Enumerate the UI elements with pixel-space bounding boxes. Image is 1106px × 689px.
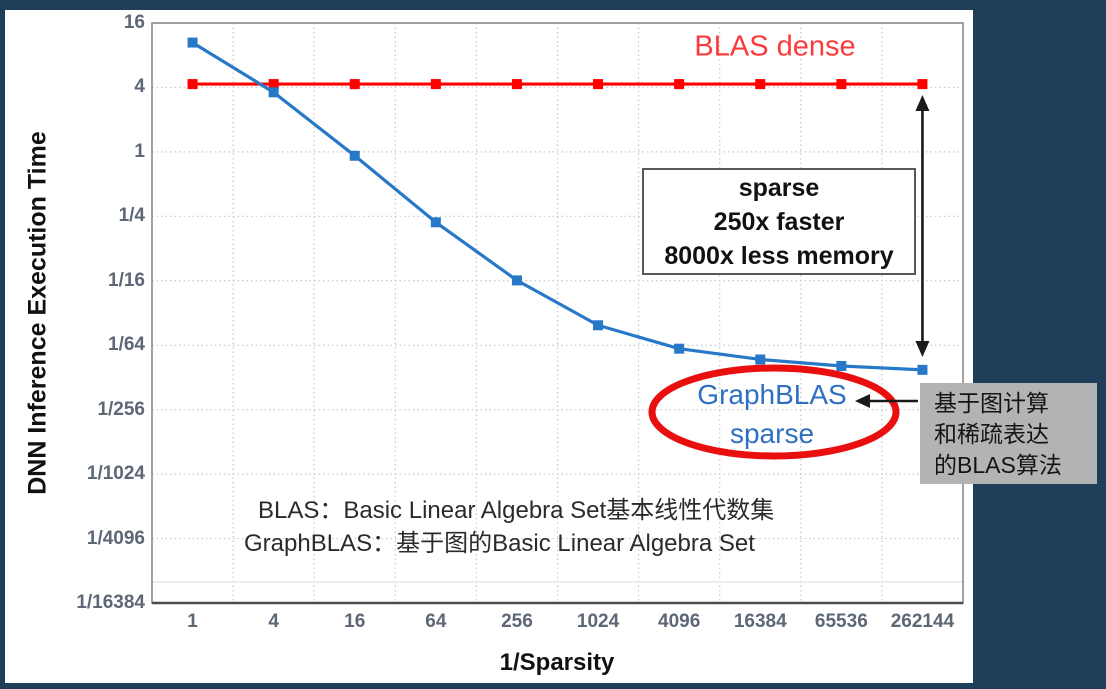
y-axis-title: DNN Inference Execution Time [23, 131, 52, 495]
chinese-callout-box: 基于图计算 和稀疏表达 的BLAS算法 [920, 383, 1097, 484]
sparse-callout-line: 8000x less memory [664, 241, 894, 270]
x-tick-label: 1 [187, 611, 198, 632]
definitions-footnote: BLAS：Basic Linear Algebra Set基本线性代数集 Gra… [244, 494, 774, 560]
x-tick-label: 262144 [890, 611, 955, 632]
y-tick-label: 1/1024 [86, 463, 145, 485]
y-tick-label: 1 [134, 140, 145, 162]
sparse-callout-line: 250x faster [713, 207, 845, 236]
x-tick-label: 16 [344, 611, 366, 632]
sparse-callout-box: sparse 250x faster 8000x less memory [642, 168, 916, 275]
y-tick-label: 1/16384 [76, 592, 145, 613]
x-tick-label: 256 [501, 611, 533, 632]
x-tick-label: 4 [268, 611, 279, 632]
x-tick-label: 64 [425, 611, 447, 632]
x-tick-label: 1024 [576, 611, 620, 632]
chinese-callout-line: 基于图计算 [934, 390, 1049, 416]
y-tick-label: 16 [123, 12, 145, 33]
footnote-line-blas: BLAS：Basic Linear Algebra Set基本线性代数集 [258, 497, 775, 524]
footnote-line-graphblas: GraphBLAS：基于图的Basic Linear Algebra Set [244, 530, 755, 557]
y-tick-label: 1/4096 [86, 527, 145, 549]
series-label-graphblas-sparse: GraphBLAS sparse [697, 375, 846, 453]
chinese-callout-line: 的BLAS算法 [934, 452, 1062, 478]
y-tick-label: 1/16 [108, 269, 145, 291]
y-tick-label: 1/256 [97, 398, 145, 420]
y-tick-label: 1/64 [108, 334, 145, 356]
graphblas-label-line: GraphBLAS [697, 379, 847, 410]
graphblas-label-line: sparse [729, 418, 815, 449]
x-tick-label: 65536 [814, 611, 868, 632]
y-tick-label: 1/4 [118, 205, 145, 227]
x-axis-title: 1/Sparsity [499, 649, 615, 676]
chart-panel [5, 10, 973, 683]
x-tick-label: 16384 [733, 611, 787, 632]
sparse-callout-line: sparse [738, 173, 820, 202]
chinese-callout-line: 和稀疏表达 [934, 421, 1049, 447]
y-tick-label: 4 [134, 76, 145, 98]
series-label-blas-dense: BLAS dense [694, 30, 856, 63]
x-tick-label: 4096 [658, 611, 701, 632]
